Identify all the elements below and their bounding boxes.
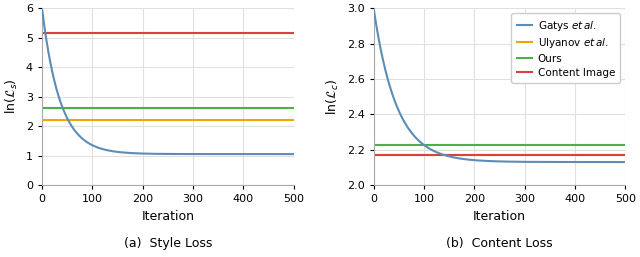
Gatys $\it{et\,al.}$ (614, 161, 622, 164)
Ulyanov $\it{et\,al.}$ (370, 153, 378, 157)
Gatys $\it{et\,al.}$ (383, 74, 390, 77)
Text: (b)  Content Loss: (b) Content Loss (446, 237, 553, 250)
Gatys $\it{et\,al.}$ (370, 8, 378, 11)
Content Image (370, 153, 378, 157)
Gatys $\it{et\,al.}$ (614, 161, 621, 164)
Content Image (371, 153, 378, 157)
Gatys $\it{et\,al.}$ (621, 161, 629, 164)
X-axis label: Iteration: Iteration (141, 210, 195, 223)
Y-axis label: $\ln(\mathcal{L}_s)$: $\ln(\mathcal{L}_s)$ (4, 79, 20, 114)
Legend: Gatys $\it{et\,al.}$, Ulyanov $\it{et\,al.}$, Ours, Content Image: Gatys $\it{et\,al.}$, Ulyanov $\it{et\,a… (511, 13, 620, 83)
Ulyanov $\it{et\,al.}$ (371, 153, 378, 157)
Gatys $\it{et\,al.}$ (568, 160, 576, 163)
Ours (371, 144, 378, 147)
Line: Gatys $\it{et\,al.}$: Gatys $\it{et\,al.}$ (374, 10, 625, 162)
Gatys $\it{et\,al.}$ (492, 160, 500, 163)
Ours (370, 144, 378, 147)
X-axis label: Iteration: Iteration (473, 210, 526, 223)
Gatys $\it{et\,al.}$ (486, 160, 493, 163)
Y-axis label: $\ln(\mathcal{L}_c)$: $\ln(\mathcal{L}_c)$ (325, 79, 341, 115)
Text: (a)  Style Loss: (a) Style Loss (124, 237, 212, 250)
